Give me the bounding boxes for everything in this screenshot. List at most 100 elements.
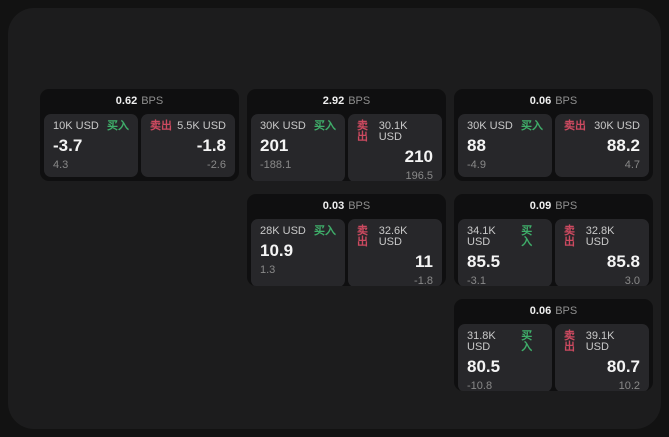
sell-label: 卖出 — [564, 225, 575, 248]
spread-value: 0.06 — [529, 95, 552, 107]
sell-price: 85.8 — [606, 252, 640, 271]
spread-value: 0.06 — [529, 305, 552, 317]
card-body: 34.1K USD 买入 85.5 -3.1 卖出 32.8K USD 85.8… — [454, 219, 653, 286]
sell-tile[interactable]: 卖出 32.8K USD 85.8 3.0 — [555, 219, 649, 286]
buy-amount: 31.8K USD — [467, 330, 496, 353]
sell-tile[interactable]: 卖出 30K USD 88.2 4.7 — [555, 114, 649, 177]
sell-price: 210 — [404, 147, 433, 166]
spread-unit: BPS — [348, 200, 371, 212]
sell-price: -1.8 — [196, 136, 226, 155]
buy-tile[interactable]: 34.1K USD 买入 85.5 -3.1 — [458, 219, 552, 286]
card-body: 31.8K USD 买入 80.5 -10.8 卖出 39.1K USD 80.… — [454, 324, 653, 391]
card-spread-header: 0.62 BPS — [40, 89, 239, 114]
quote-card: 0.62 BPS 10K USD 买入 -3.7 4.3 卖出 5.5K USD — [40, 89, 239, 181]
sell-label: 卖出 — [357, 120, 368, 143]
spread-unit: BPS — [348, 95, 371, 107]
sell-tile[interactable]: 卖出 32.6K USD 11 -1.8 — [348, 219, 442, 286]
buy-tile-top: 30K USD 买入 — [260, 121, 336, 132]
buy-tile[interactable]: 30K USD 买入 88 -4.9 — [458, 114, 552, 177]
quote-card: 0.09 BPS 34.1K USD 买入 85.5 -3.1 卖出 32.8K… — [454, 194, 653, 286]
sell-tile-top: 卖出 30.1K USD — [357, 121, 433, 143]
quote-card: 2.92 BPS 30K USD 买入 201 -188.1 卖出 30.1K … — [247, 89, 446, 181]
sell-delta: 10.2 — [618, 379, 640, 391]
card-body: 10K USD 买入 -3.7 4.3 卖出 5.5K USD -1.8 -2.… — [40, 114, 239, 181]
buy-label: 买入 — [314, 225, 336, 237]
buy-tile-top: 10K USD 买入 — [53, 121, 129, 132]
sell-delta: 3.0 — [624, 274, 640, 286]
card-spread-header: 0.06 BPS — [454, 89, 653, 114]
sell-amount: 30.1K USD — [378, 120, 408, 143]
buy-delta: -10.8 — [467, 379, 493, 391]
card-spread-header: 2.92 BPS — [247, 89, 446, 114]
buy-tile-top: 30K USD 买入 — [467, 121, 543, 132]
card-body: 30K USD 买入 88 -4.9 卖出 30K USD 88.2 4.7 — [454, 114, 653, 181]
buy-tile-top: 34.1K USD 买入 — [467, 226, 543, 248]
buy-price: 85.5 — [467, 252, 501, 271]
sell-price: 80.7 — [606, 357, 640, 376]
sell-amount: 30K USD — [594, 120, 640, 132]
quote-card: 0.03 BPS 28K USD 买入 10.9 1.3 卖出 32.6K US… — [247, 194, 446, 286]
buy-tile-top: 28K USD 买入 — [260, 226, 336, 237]
sell-tile-top: 卖出 5.5K USD — [150, 121, 226, 132]
buy-price: 80.5 — [467, 357, 501, 376]
sell-delta: 196.5 — [405, 169, 433, 181]
buy-price: -3.7 — [53, 136, 83, 155]
spread-value: 0.03 — [322, 200, 345, 212]
buy-amount: 30K USD — [467, 120, 513, 132]
sell-tile-top: 卖出 32.8K USD — [564, 226, 640, 248]
buy-amount: 10K USD — [53, 120, 99, 132]
sell-tile[interactable]: 卖出 30.1K USD 210 196.5 — [348, 114, 442, 181]
card-body: 30K USD 买入 201 -188.1 卖出 30.1K USD 210 1… — [247, 114, 446, 181]
buy-delta: -4.9 — [467, 158, 486, 171]
sell-price: 11 — [415, 252, 433, 271]
spread-unit: BPS — [555, 95, 578, 107]
buy-label: 买入 — [521, 330, 533, 353]
sell-amount: 32.8K USD — [585, 225, 615, 248]
spread-value: 0.62 — [115, 95, 138, 107]
sell-tile-top: 卖出 32.6K USD — [357, 226, 433, 248]
sell-tile-top: 卖出 30K USD — [564, 121, 640, 132]
buy-tile[interactable]: 28K USD 买入 10.9 1.3 — [251, 219, 345, 286]
card-spread-header: 0.09 BPS — [454, 194, 653, 219]
buy-delta: 1.3 — [260, 263, 276, 276]
spread-value: 2.92 — [322, 95, 345, 107]
buy-label: 买入 — [521, 225, 533, 248]
buy-amount: 34.1K USD — [467, 225, 496, 248]
card-spread-header: 0.03 BPS — [247, 194, 446, 219]
quote-cards-grid: 0.62 BPS 10K USD 买入 -3.7 4.3 卖出 5.5K USD — [40, 89, 653, 391]
buy-delta: 4.3 — [53, 158, 69, 171]
spread-unit: BPS — [555, 200, 578, 212]
buy-delta: -3.1 — [467, 274, 486, 286]
spread-unit: BPS — [555, 305, 578, 317]
sell-amount: 39.1K USD — [585, 330, 615, 353]
buy-amount: 30K USD — [260, 120, 306, 132]
sell-amount: 32.6K USD — [378, 225, 408, 248]
quote-card: 0.06 BPS 31.8K USD 买入 80.5 -10.8 卖出 39.1… — [454, 299, 653, 391]
buy-price: 10.9 — [260, 241, 294, 260]
sell-tile-top: 卖出 39.1K USD — [564, 331, 640, 353]
sell-label: 卖出 — [150, 120, 172, 132]
sell-price: 88.2 — [606, 136, 640, 155]
buy-tile[interactable]: 10K USD 买入 -3.7 4.3 — [44, 114, 138, 177]
buy-tile[interactable]: 31.8K USD 买入 80.5 -10.8 — [458, 324, 552, 391]
buy-tile-top: 31.8K USD 买入 — [467, 331, 543, 353]
card-body: 28K USD 买入 10.9 1.3 卖出 32.6K USD 11 -1.8 — [247, 219, 446, 286]
quote-card: 0.06 BPS 30K USD 买入 88 -4.9 卖出 30K USD — [454, 89, 653, 181]
spread-unit: BPS — [141, 95, 164, 107]
sell-label: 卖出 — [357, 225, 368, 248]
buy-price: 201 — [260, 136, 289, 155]
buy-amount: 28K USD — [260, 225, 306, 237]
card-spread-header: 0.06 BPS — [454, 299, 653, 324]
buy-label: 买入 — [314, 120, 336, 132]
buy-label: 买入 — [521, 120, 543, 132]
sell-tile[interactable]: 卖出 5.5K USD -1.8 -2.6 — [141, 114, 235, 177]
sell-delta: -2.6 — [207, 158, 226, 171]
buy-tile[interactable]: 30K USD 买入 201 -188.1 — [251, 114, 345, 181]
sell-tile[interactable]: 卖出 39.1K USD 80.7 10.2 — [555, 324, 649, 391]
sell-label: 卖出 — [564, 330, 575, 353]
buy-delta: -188.1 — [260, 158, 292, 171]
sell-delta: 4.7 — [624, 158, 640, 171]
buy-price: 88 — [467, 136, 486, 155]
sell-amount: 5.5K USD — [177, 120, 226, 132]
buy-label: 买入 — [107, 120, 129, 132]
